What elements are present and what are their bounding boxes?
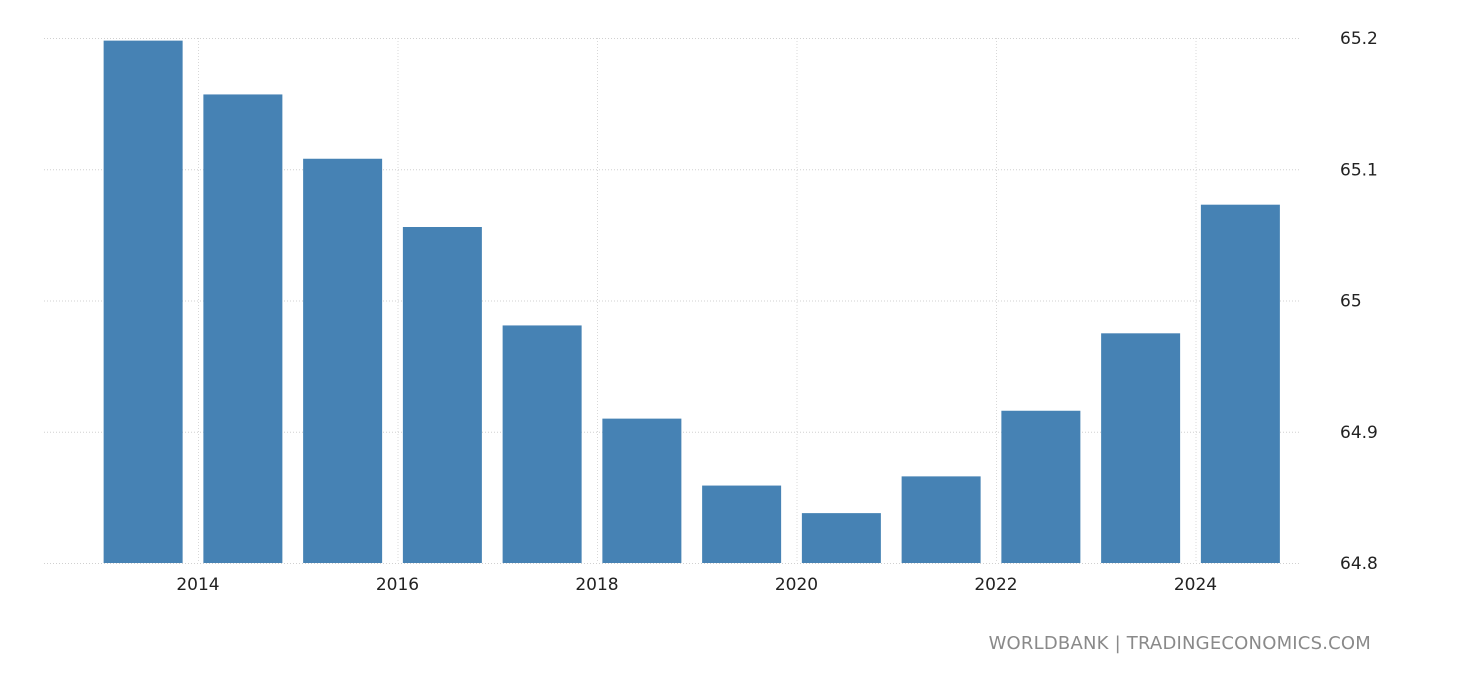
bar-2019 bbox=[702, 485, 782, 563]
bar-2016 bbox=[402, 227, 482, 563]
x-tick-label: 2018 bbox=[575, 575, 618, 595]
bar-2017 bbox=[502, 325, 582, 563]
bar-2024 bbox=[1200, 204, 1280, 563]
y-tick-label: 64.9 bbox=[1340, 423, 1378, 443]
bar-2014 bbox=[203, 94, 283, 563]
bar-2022 bbox=[1001, 410, 1081, 563]
bar-2023 bbox=[1101, 333, 1181, 563]
y-tick-label: 64.8 bbox=[1340, 554, 1378, 574]
y-tick-label: 65 bbox=[1340, 292, 1362, 312]
y-tick-label: 65.2 bbox=[1340, 29, 1378, 49]
source-label: WORLDBANK | TRADINGECONOMICS.COM bbox=[988, 633, 1371, 654]
bar-2015 bbox=[303, 158, 383, 563]
x-tick-label: 2022 bbox=[974, 575, 1017, 595]
bar-2020 bbox=[801, 513, 881, 563]
x-tick-label: 2020 bbox=[775, 575, 818, 595]
y-tick-label: 65.1 bbox=[1340, 160, 1378, 180]
x-tick-label: 2024 bbox=[1174, 575, 1217, 595]
x-tick-label: 2016 bbox=[376, 575, 419, 595]
bar-2021 bbox=[901, 476, 981, 563]
bar-2018 bbox=[602, 418, 682, 563]
x-tick-label: 2014 bbox=[176, 575, 219, 595]
bar-2013 bbox=[103, 40, 183, 563]
